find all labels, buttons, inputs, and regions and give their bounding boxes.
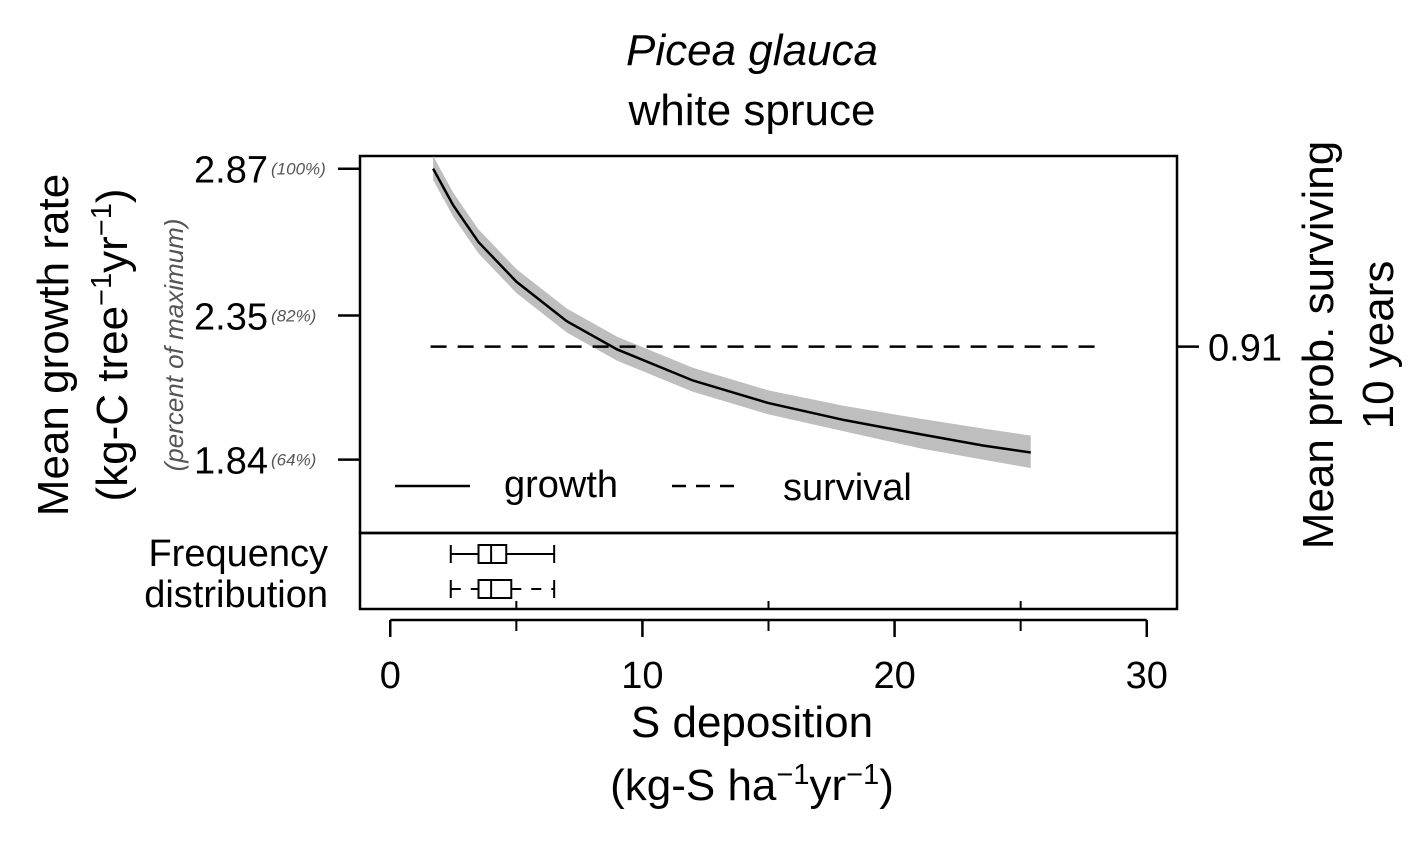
legend-growth-label: growth bbox=[504, 464, 618, 506]
chart-title: Picea glauca bbox=[626, 26, 878, 75]
growth-box-iqr bbox=[477, 544, 508, 564]
x-axis-ticks: 0 10 20 30 bbox=[380, 601, 1168, 697]
main-plot-frame bbox=[358, 154, 1179, 535]
x-axis-units: (kg-S ha−1yr−1) bbox=[610, 759, 894, 810]
right-tick-label-0: 0.91 bbox=[1208, 328, 1282, 370]
y-tick-percent-0: (100%) bbox=[271, 160, 326, 179]
right-axis-label-line2: 10 years bbox=[1354, 261, 1403, 430]
y-axis-label: Mean growth rate bbox=[29, 174, 78, 516]
growth-confidence-band bbox=[433, 156, 1031, 469]
chart-subtitle: white spruce bbox=[627, 86, 875, 135]
series-lines-layer bbox=[430, 168, 1102, 454]
x-tick-label-2: 20 bbox=[873, 655, 915, 697]
growth-line bbox=[432, 168, 1031, 454]
legend: growth survival bbox=[395, 464, 912, 509]
x-tick-label-0: 0 bbox=[380, 655, 401, 697]
y-tick-percent-1: (82%) bbox=[271, 307, 316, 326]
y-axis-units: (kg-C tree−1yr−1) bbox=[86, 188, 137, 501]
right-axis-ticks: 0.91 bbox=[1177, 328, 1282, 370]
frequency-label-line1: Frequency bbox=[148, 533, 328, 575]
survival-box-iqr bbox=[477, 579, 513, 599]
x-tick-label-1: 10 bbox=[621, 655, 663, 697]
confidence-band-layer bbox=[433, 156, 1031, 469]
frequency-label-line2: distribution bbox=[144, 574, 328, 616]
y-tick-label-2: 1.84 bbox=[194, 441, 268, 483]
boxplot-layer bbox=[449, 544, 556, 599]
right-axis-label-line1: Mean prob. surviving bbox=[1294, 141, 1343, 549]
y-tick-label-0: 2.87 bbox=[194, 150, 268, 192]
x-tick-label-3: 30 bbox=[1126, 655, 1168, 697]
legend-survival-label: survival bbox=[783, 467, 912, 509]
x-axis-label: S deposition bbox=[631, 698, 873, 747]
y-tick-label-1: 2.35 bbox=[194, 297, 268, 339]
y-axis-secondary-label: (percent of maximum) bbox=[159, 219, 189, 472]
y-tick-percent-2: (64%) bbox=[271, 451, 316, 470]
y-axis-ticks: 2.87 (100%) 2.35 (82%) 1.84 (64%) bbox=[194, 150, 360, 483]
